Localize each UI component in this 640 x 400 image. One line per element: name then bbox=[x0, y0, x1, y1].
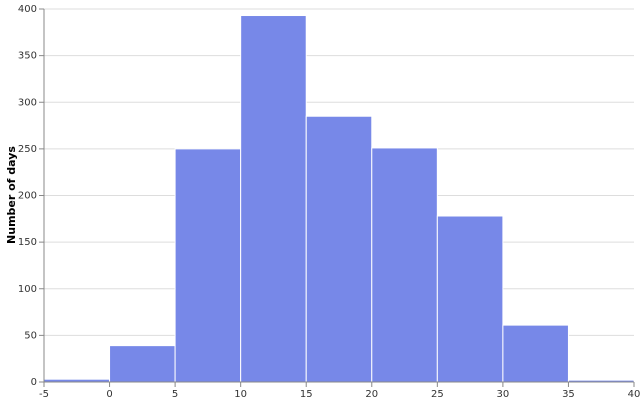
bar bbox=[371, 147, 438, 383]
bar bbox=[436, 215, 504, 383]
x-tick-label: 5 bbox=[172, 389, 178, 400]
y-tick-label: 50 bbox=[24, 330, 37, 341]
y-tick-label: 150 bbox=[18, 237, 37, 248]
y-tick-label: 200 bbox=[18, 191, 37, 202]
y-tick-label: 400 bbox=[18, 4, 37, 15]
y-tick-label: 300 bbox=[18, 97, 37, 108]
x-tick-label: -5 bbox=[39, 389, 49, 400]
y-tick-label: 350 bbox=[18, 51, 37, 62]
y-tick-label: 100 bbox=[18, 284, 37, 295]
bar bbox=[174, 148, 242, 383]
bar bbox=[502, 324, 569, 383]
x-tick-label: 30 bbox=[497, 389, 510, 400]
x-tick-label: 0 bbox=[106, 389, 112, 400]
x-tick-label: 15 bbox=[300, 389, 313, 400]
x-tick-label: 35 bbox=[562, 389, 575, 400]
x-tick-label: 40 bbox=[628, 389, 640, 400]
y-axis-title: Number of days bbox=[5, 146, 18, 244]
x-tick-label: 10 bbox=[234, 389, 247, 400]
x-tick-label: 20 bbox=[365, 389, 378, 400]
bar bbox=[109, 345, 176, 383]
bar bbox=[240, 15, 307, 383]
y-tick-label: 250 bbox=[18, 144, 37, 155]
x-tick-label: 25 bbox=[431, 389, 444, 400]
y-tick-label: 0 bbox=[31, 377, 37, 388]
bar bbox=[305, 115, 373, 383]
